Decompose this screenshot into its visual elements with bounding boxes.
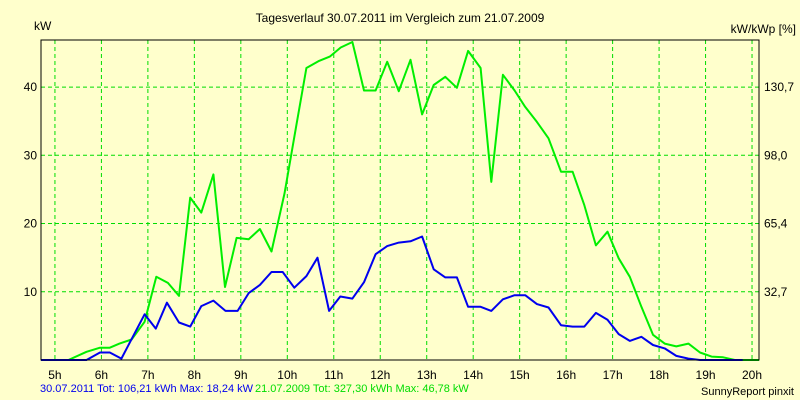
y-tick-label-right: 98,0 bbox=[764, 148, 788, 162]
y-tick-label-left: 30 bbox=[24, 148, 38, 162]
x-tick-label: 5h bbox=[48, 368, 61, 382]
legend-blue: 30.07.2011 Tot: 106,21 kWh Max: 18,24 kW bbox=[40, 383, 254, 395]
y-tick-label-right: 65,4 bbox=[764, 217, 788, 231]
series-lines bbox=[41, 41, 759, 361]
y-tick-label-right: 130,7 bbox=[764, 80, 794, 94]
credit-label: SunnyReport pinxit bbox=[701, 386, 794, 398]
y-tick-label-left: 20 bbox=[24, 217, 38, 231]
x-tick-label: 18h bbox=[649, 368, 669, 382]
plot-frame bbox=[40, 39, 760, 361]
x-tick-label: 17h bbox=[603, 368, 623, 382]
x-tick-label: 20h bbox=[742, 368, 762, 382]
y-tick-label-left: 40 bbox=[24, 80, 38, 94]
x-tick-label: 16h bbox=[556, 368, 576, 382]
series-line-30.07.2011 bbox=[41, 235, 743, 361]
x-tick-label: 15h bbox=[510, 368, 530, 382]
x-tick-label: 8h bbox=[188, 368, 201, 382]
x-tick-label: 14h bbox=[463, 368, 483, 382]
axis-ticks: 5h 6h 7h 8h 9h 10h 11h 12h 13h 14h 15h 16h 17h 18h 19h… bbox=[24, 80, 795, 382]
x-tick-label: 6h bbox=[95, 368, 108, 382]
x-tick-label: 7h bbox=[141, 368, 154, 382]
x-tick-label: 10h bbox=[277, 368, 297, 382]
chart-title: Tagesverlauf 30.07.2011 im Vergleich zum… bbox=[256, 11, 545, 25]
x-tick-label: 11h bbox=[324, 368, 343, 382]
x-tick-label: 9h bbox=[234, 368, 247, 382]
y-tick-label-left: 10 bbox=[24, 285, 38, 299]
x-tick-label: 12h bbox=[370, 368, 390, 382]
x-tick-label: 19h bbox=[696, 368, 716, 382]
y-axis-label-left: kW bbox=[34, 19, 52, 33]
series-line-21.07.2009 bbox=[41, 41, 759, 361]
y-axis-label-right: kW/kWp [%] bbox=[731, 22, 796, 36]
y-tick-label-right: 32,7 bbox=[764, 285, 788, 299]
legend-green: 21.07.2009 Tot: 327,30 kWh Max: 46,78 kW bbox=[255, 383, 469, 395]
x-tick-label: 13h bbox=[417, 368, 437, 382]
